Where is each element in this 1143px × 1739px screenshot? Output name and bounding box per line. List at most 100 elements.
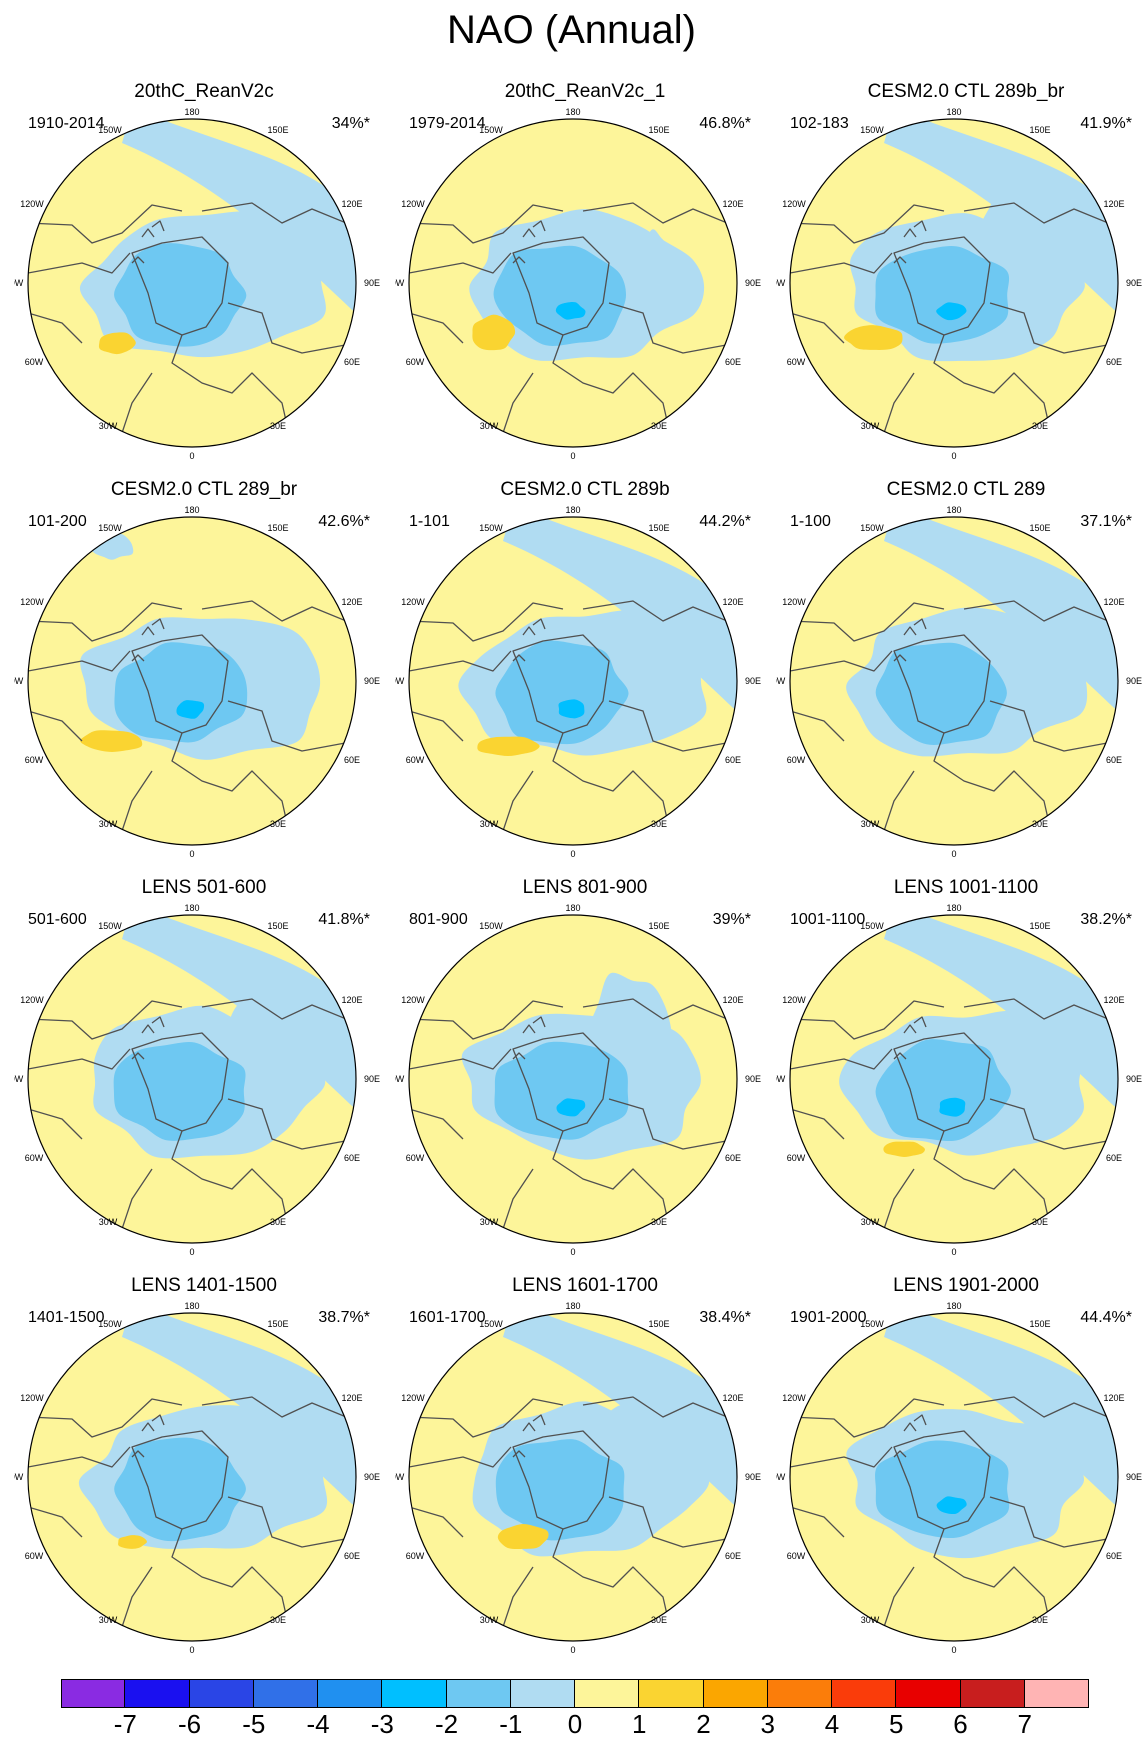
panel-years: 1910-2014 <box>28 115 105 132</box>
longitude-label: 30W <box>480 1615 499 1625</box>
negative-anomaly-center <box>556 1098 586 1117</box>
longitude-label: 60W <box>25 1551 44 1561</box>
panel-years: 1001-1100 <box>790 911 866 928</box>
longitude-label: 30E <box>651 1615 667 1625</box>
longitude-label: 90E <box>1126 278 1142 288</box>
colorbar-swatch <box>125 1679 190 1708</box>
longitude-label: 120E <box>341 199 362 209</box>
longitude-label: 150E <box>1029 523 1050 533</box>
longitude-label: 120E <box>1103 597 1124 607</box>
panel-title: CESM2.0 CTL 289_br <box>110 479 298 500</box>
longitude-label: 90E <box>1126 1472 1142 1482</box>
negative-anomaly-band <box>122 915 356 1119</box>
polar-stereographic-map: 180 150W 150E 120W 120E 90W 90E 60W 60E 30W 30E 0 <box>395 506 761 859</box>
longitude-label: 120W <box>782 597 806 607</box>
polar-stereographic-map: 180 150W 150E 120W 120E 90W 90E 60W 60E 30W 30E 0 <box>776 904 1142 1257</box>
polar-stereographic-map: 180 150W 150E 120W 120E 90W 90E 60W 60E 30W 30E 0 <box>776 108 1142 461</box>
longitude-label: 120W <box>20 597 44 607</box>
colorbar-swatch <box>253 1679 318 1708</box>
longitude-label: 180 <box>946 108 961 117</box>
map-panel: 20thC_ReanV2c 1910-2014 34%* 180 150W 150E 120… <box>14 80 394 480</box>
longitude-label: 150E <box>1029 125 1050 135</box>
colorbar: -7 -6 -5 -4 -3 -2 -1 0 1 2 3 4 5 6 7 <box>61 1679 1089 1739</box>
longitude-label: 60W <box>787 1551 806 1561</box>
longitude-label: 30E <box>1032 819 1048 829</box>
map-boundary <box>408 516 738 846</box>
longitude-label: 180 <box>184 1302 199 1311</box>
colorbar-swatch <box>61 1679 126 1708</box>
longitude-label: 30W <box>480 421 499 431</box>
longitude-label: 150E <box>1029 1319 1050 1329</box>
coastlines <box>790 1396 1118 1641</box>
longitude-label: 60W <box>406 755 425 765</box>
longitude-label: 30E <box>270 819 286 829</box>
polar-stereographic-map: 180 150W 150E 120W 120E 90W 90E 60W 60E 30W 30E 0 <box>14 1302 380 1655</box>
panel-variance: 44.4%* <box>1080 1309 1132 1326</box>
longitude-label: 150E <box>267 523 288 533</box>
panel-variance: 46.8%* <box>699 115 751 132</box>
panel-years: 1901-2000 <box>790 1309 867 1326</box>
longitude-label: 90E <box>745 1074 761 1084</box>
colorbar-label: 7 <box>1017 1709 1032 1739</box>
panel-years: 1-100 <box>790 513 831 530</box>
colorbar-label: 0 <box>567 1709 583 1739</box>
negative-anomaly-center <box>936 1496 967 1515</box>
polar-stereographic-map: 180 150W 150E 120W 120E 90W 90E 60W 60E 30W 30E 0 <box>14 506 380 859</box>
coastlines <box>28 600 356 845</box>
negative-anomaly-region <box>987 618 1065 728</box>
longitude-label: 120E <box>722 199 743 209</box>
longitude-label: 150W <box>479 921 503 931</box>
longitude-label: 90W <box>395 1472 405 1482</box>
panel-years: 801-900 <box>409 911 468 928</box>
longitude-label: 150W <box>860 523 884 533</box>
panel-variance: 42.6%* <box>318 513 370 530</box>
panel-title: 20thC_ReanV2c_1 <box>504 81 666 102</box>
longitude-label: 150W <box>479 523 503 533</box>
panel-variance: 41.8%* <box>318 911 370 928</box>
panel-title: CESM2.0 CTL 289 <box>886 479 1046 500</box>
positive-anomaly-center <box>98 332 136 355</box>
longitude-label: 120W <box>20 199 44 209</box>
negative-anomaly-core <box>493 245 627 346</box>
longitude-label: 150W <box>860 921 884 931</box>
longitude-label: 90W <box>14 676 24 686</box>
longitude-label: 180 <box>184 108 199 117</box>
longitude-label: 150W <box>98 1319 122 1329</box>
longitude-label: 60E <box>725 1153 741 1163</box>
colorbar-swatch <box>446 1679 511 1708</box>
longitude-label: 150W <box>98 125 122 135</box>
panel-variance: 38.4%* <box>699 1309 751 1326</box>
longitude-label: 0 <box>951 1645 956 1655</box>
negative-anomaly-core <box>875 1039 1011 1142</box>
positive-anomaly-center <box>118 1535 147 1549</box>
positive-anomaly-center <box>883 1141 925 1157</box>
negative-anomaly-center <box>176 700 205 719</box>
longitude-label: 60W <box>25 755 44 765</box>
panel-variance: 34%* <box>331 115 370 132</box>
map-panel: LENS 1901-2000 1901-2000 44.4%* 180 150W 150E… <box>776 1274 1143 1674</box>
longitude-label: 60E <box>725 357 741 367</box>
colorbar-label: -6 <box>177 1709 202 1739</box>
colorbar-swatch <box>703 1679 768 1708</box>
longitude-label: 150W <box>98 523 122 533</box>
negative-anomaly-center <box>558 699 585 719</box>
longitude-label: 90W <box>776 278 786 288</box>
negative-anomaly-center <box>936 302 967 321</box>
longitude-label: 0 <box>189 451 194 461</box>
panel-years: 1401-1500 <box>28 1309 105 1326</box>
longitude-label: 120E <box>341 597 362 607</box>
longitude-label: 180 <box>946 904 961 913</box>
panel-title: LENS 1001-1100 <box>893 877 1039 898</box>
longitude-label: 30E <box>1032 1217 1048 1227</box>
map-boundary <box>789 516 1119 846</box>
longitude-label: 90E <box>1126 1074 1142 1084</box>
coastlines <box>409 1396 737 1641</box>
longitude-label: 60E <box>1106 1551 1122 1561</box>
longitude-label: 0 <box>570 451 575 461</box>
longitude-label: 120E <box>1103 1393 1124 1403</box>
longitude-label: 120W <box>782 1393 806 1403</box>
longitude-label: 60E <box>344 1551 360 1561</box>
longitude-label: 90W <box>776 1074 786 1084</box>
longitude-label: 60W <box>25 357 44 367</box>
longitude-label: 150W <box>98 921 122 931</box>
